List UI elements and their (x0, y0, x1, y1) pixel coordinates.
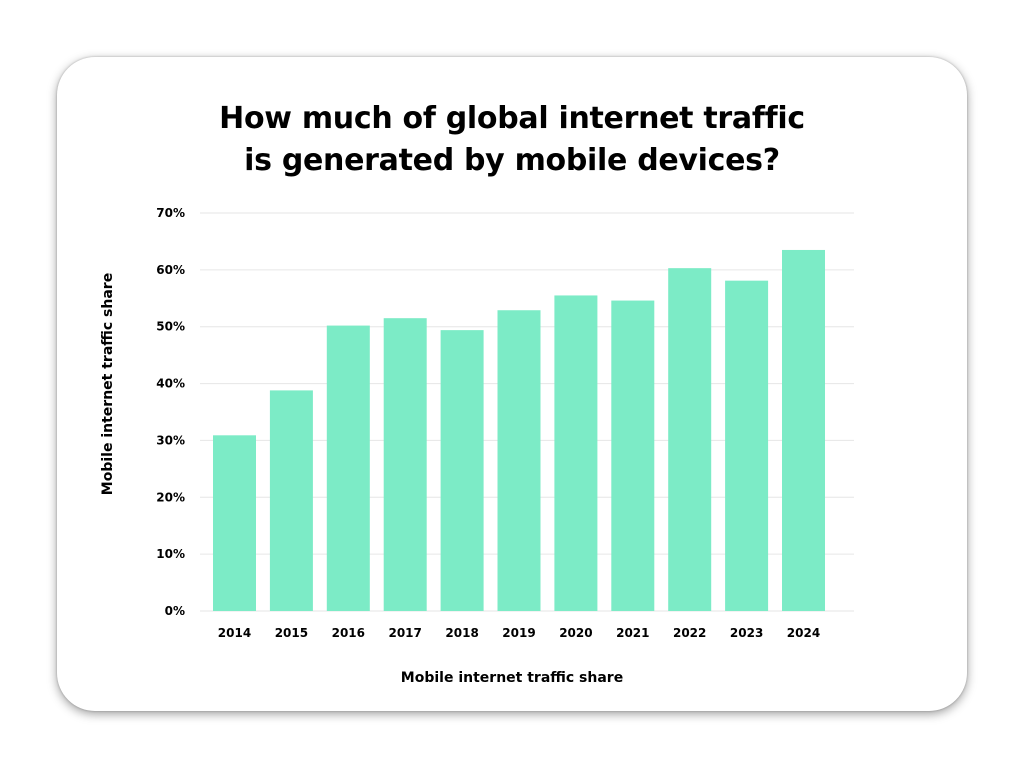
chart-title: How much of global internet traffic is g… (0, 98, 1024, 182)
x-tick-label: 2014 (218, 626, 251, 640)
bars (213, 249, 825, 611)
x-axis-ticks: 2014 2015 2016 2017 2018 2019 2020 2021 2022 2023… (218, 626, 820, 640)
x-tick-label: 2021 (616, 626, 649, 640)
y-axis-ticks: 0% 10% 20% 30% 40% 50% 60% 70% (156, 206, 185, 618)
x-tick-label: 2020 (559, 626, 592, 640)
x-tick-label: 2023 (730, 626, 763, 640)
x-tick-label: 2016 (332, 626, 365, 640)
chart-title-line-1: How much of global internet traffic (219, 101, 805, 136)
y-tick-label: 30% (156, 433, 185, 447)
bar-2022 (668, 268, 712, 611)
y-tick-label: 0% (165, 604, 185, 618)
x-tick-label: 2017 (388, 626, 421, 640)
y-tick-label: 10% (156, 547, 185, 561)
x-tick-label: 2024 (787, 626, 820, 640)
x-tick-label: 2022 (673, 626, 706, 640)
y-tick-label: 50% (156, 320, 185, 334)
bar-2021 (611, 300, 655, 611)
bar-2018 (440, 330, 484, 611)
chart-title-line-2: is generated by mobile devices? (244, 143, 780, 178)
bar-2020 (554, 295, 598, 611)
y-tick-label: 70% (156, 206, 185, 220)
bar-2023 (725, 280, 769, 611)
bar-2017 (383, 318, 427, 611)
bar-2024 (782, 249, 825, 611)
bar-2014 (213, 435, 256, 611)
x-axis-label: Mobile internet traffic share (401, 670, 623, 686)
bar-2015 (269, 390, 313, 611)
y-tick-label: 20% (156, 490, 185, 504)
y-tick-label: 40% (156, 377, 185, 391)
bar-2016 (326, 325, 370, 611)
y-tick-label: 60% (156, 263, 185, 277)
x-tick-label: 2018 (445, 626, 478, 640)
x-tick-label: 2015 (275, 626, 308, 640)
x-tick-label: 2019 (502, 626, 535, 640)
y-axis-label: Mobile internet traffic share (100, 273, 116, 495)
bar-2019 (497, 310, 541, 611)
